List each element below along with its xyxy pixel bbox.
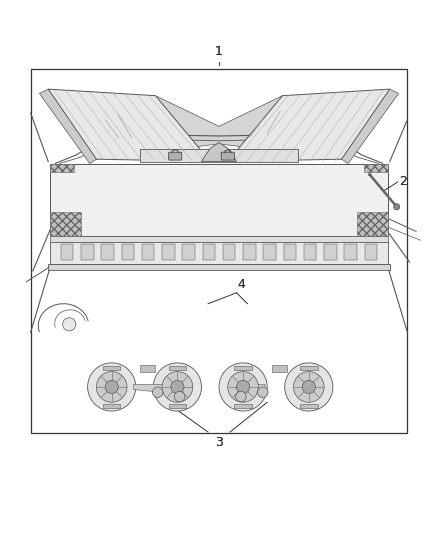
Circle shape <box>96 372 127 402</box>
Polygon shape <box>50 243 388 264</box>
FancyBboxPatch shape <box>221 152 234 160</box>
Polygon shape <box>364 164 388 172</box>
Polygon shape <box>50 236 388 243</box>
Polygon shape <box>203 244 215 260</box>
Polygon shape <box>96 96 342 159</box>
Polygon shape <box>263 244 276 260</box>
Polygon shape <box>232 384 265 395</box>
Circle shape <box>258 387 268 398</box>
Text: 1: 1 <box>215 45 223 58</box>
Polygon shape <box>50 164 388 236</box>
Circle shape <box>63 318 76 331</box>
Circle shape <box>237 381 250 393</box>
Polygon shape <box>39 89 96 164</box>
Polygon shape <box>134 384 188 395</box>
Circle shape <box>228 372 258 402</box>
Polygon shape <box>103 403 120 408</box>
Polygon shape <box>81 244 94 260</box>
Text: 4: 4 <box>238 278 246 292</box>
Polygon shape <box>169 403 186 408</box>
Polygon shape <box>50 212 81 236</box>
Polygon shape <box>234 403 252 408</box>
Circle shape <box>174 391 185 402</box>
Circle shape <box>302 381 315 393</box>
Circle shape <box>162 372 193 402</box>
Polygon shape <box>223 244 235 260</box>
Polygon shape <box>169 366 186 370</box>
Circle shape <box>368 173 371 176</box>
FancyBboxPatch shape <box>169 152 182 160</box>
Polygon shape <box>365 244 377 260</box>
Text: 4: 4 <box>238 278 246 292</box>
Polygon shape <box>48 264 390 270</box>
Circle shape <box>293 372 324 402</box>
Circle shape <box>153 363 201 411</box>
Circle shape <box>219 363 267 411</box>
Polygon shape <box>357 212 388 236</box>
Circle shape <box>394 204 400 210</box>
Polygon shape <box>300 366 318 370</box>
Polygon shape <box>272 365 287 372</box>
Text: 3: 3 <box>215 435 223 449</box>
Circle shape <box>285 363 333 411</box>
Polygon shape <box>234 366 252 370</box>
Polygon shape <box>50 164 74 172</box>
Polygon shape <box>162 244 175 260</box>
Polygon shape <box>122 244 134 260</box>
Polygon shape <box>48 89 210 161</box>
Polygon shape <box>342 89 399 164</box>
Polygon shape <box>140 365 155 372</box>
Polygon shape <box>284 244 296 260</box>
Text: 1: 1 <box>215 45 223 58</box>
Polygon shape <box>103 366 120 370</box>
Circle shape <box>236 391 246 402</box>
Polygon shape <box>304 244 316 260</box>
Polygon shape <box>142 244 154 260</box>
Polygon shape <box>140 149 298 162</box>
Polygon shape <box>344 244 357 260</box>
Circle shape <box>105 381 118 393</box>
Circle shape <box>88 363 136 411</box>
Polygon shape <box>324 244 337 260</box>
Text: 2: 2 <box>399 175 407 189</box>
Polygon shape <box>300 403 318 408</box>
Polygon shape <box>101 244 114 260</box>
Polygon shape <box>243 244 256 260</box>
Circle shape <box>152 387 163 398</box>
Text: 2: 2 <box>399 175 407 189</box>
Polygon shape <box>201 142 237 161</box>
Circle shape <box>171 381 184 393</box>
Polygon shape <box>61 244 73 260</box>
Text: 3: 3 <box>215 435 223 449</box>
Polygon shape <box>182 244 195 260</box>
Polygon shape <box>228 89 390 161</box>
